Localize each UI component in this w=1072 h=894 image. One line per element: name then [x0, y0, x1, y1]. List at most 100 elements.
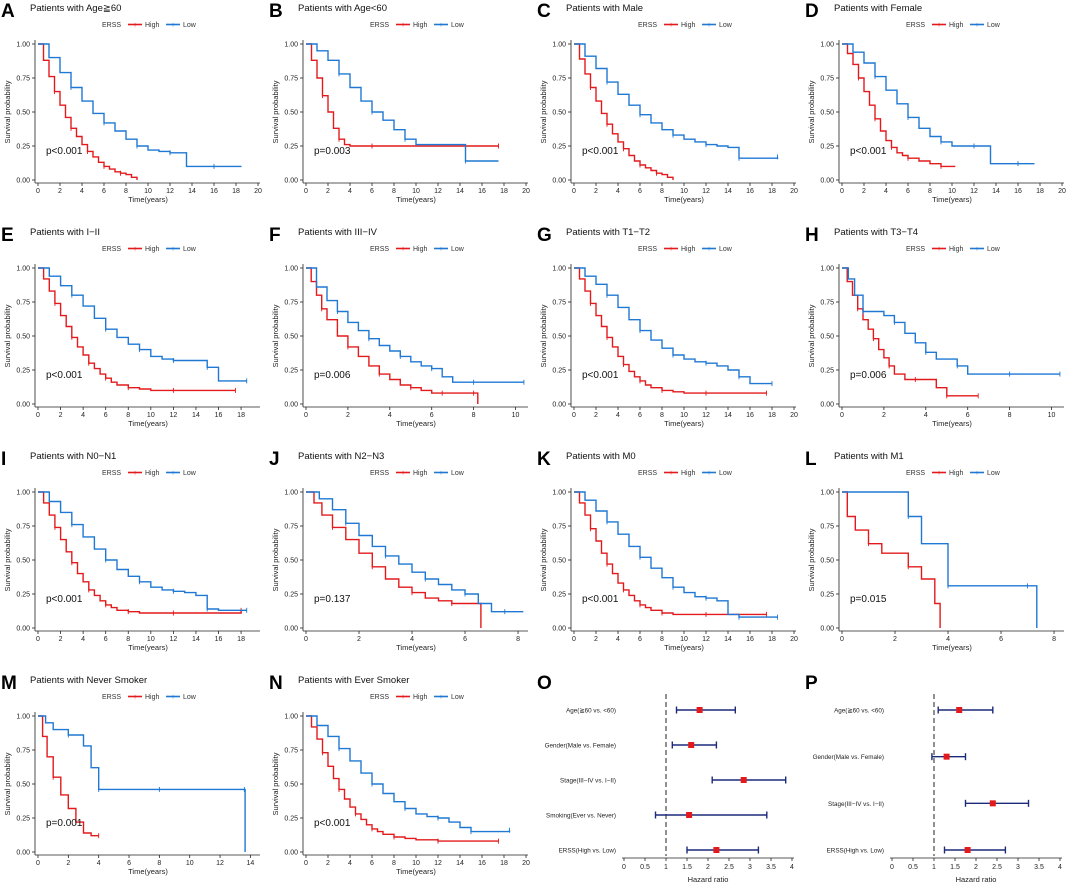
y-axis-label: Survival probability — [807, 80, 816, 143]
km-plot: ERSS + High + Low 0.00 0.25 0.50 0.75 1.00 0 2 4 6 8 10… — [3, 246, 260, 428]
x-tick-label: 8 — [660, 412, 664, 419]
y-tick-label: 0.25 — [284, 816, 298, 823]
x-tick-label: 2.5 — [724, 864, 734, 871]
x-tick-label: 0 — [36, 188, 40, 195]
x-tick-label: 6 — [999, 636, 1003, 643]
legend: ERSS + High + Low — [102, 22, 197, 29]
y-tick-label: 0.75 — [16, 748, 30, 755]
x-tick-label: 18 — [500, 860, 508, 867]
legend-label-low: Low — [987, 470, 1001, 477]
forest-plot: Age(≧60 vs. <60) Gender(Male vs. Female) S… — [545, 694, 794, 884]
x-axis-label: Time(years) — [932, 643, 972, 652]
panel-title: Patients with Male — [566, 3, 644, 14]
p-value: p=0.006 — [314, 370, 351, 381]
x-tick-label: 1 — [664, 864, 668, 871]
panel-A: A Patients with Age≧60 ERSS + High + Low 0.00 0.… — [0, 0, 264, 222]
legend-cross: + — [401, 470, 405, 477]
x-tick-label: 20 — [790, 188, 798, 195]
x-tick-label: 0.5 — [908, 864, 918, 871]
y-tick-label: 0.50 — [16, 558, 30, 565]
legend-cross: + — [669, 246, 673, 253]
x-tick-label: 8 — [660, 188, 664, 195]
x-tick-label: 16 — [746, 636, 754, 643]
km-curve-low — [574, 491, 778, 618]
legend: ERSS + High + Low — [370, 22, 465, 29]
legend-title: ERSS — [370, 22, 389, 29]
x-tick-label: 2 — [59, 412, 63, 419]
x-tick-label: 16 — [478, 860, 486, 867]
y-axis-label: Survival probability — [3, 304, 12, 367]
y-tick-label: 1.00 — [284, 714, 298, 721]
km-curve-low — [842, 491, 1038, 628]
row-label: Age(≧60 vs. <60) — [834, 708, 884, 715]
km-curve-high — [842, 43, 956, 168]
legend-cross: + — [669, 470, 673, 477]
y-tick-label: 0.25 — [284, 144, 298, 151]
legend-label-high: High — [145, 22, 160, 29]
panel-F: F Patients with III−IV ERSS + High + Low 0.00 0.… — [268, 224, 532, 446]
x-axis-label: Time(years) — [396, 867, 436, 876]
km-curve-high — [38, 43, 138, 180]
panel-letter: J — [269, 449, 280, 470]
x-tick-label: 8 — [126, 636, 130, 643]
x-tick-label: 14 — [724, 188, 732, 195]
legend: ERSS + High + Low — [370, 246, 465, 253]
p-value: p=0.137 — [314, 594, 351, 605]
panel-letter: P — [805, 673, 818, 694]
y-tick-label: 0.75 — [16, 300, 30, 307]
x-tick-label: 10 — [512, 412, 520, 419]
x-tick-label: 6 — [102, 188, 106, 195]
x-tick-label: 0 — [36, 412, 40, 419]
y-tick-label: 0.25 — [16, 592, 30, 599]
row-label: Age(≧60 vs. <60) — [566, 708, 616, 715]
y-tick-label: 0.50 — [820, 334, 834, 341]
panel-letter: G — [537, 225, 552, 246]
x-tick-label: 2 — [58, 188, 62, 195]
p-value: p<0.001 — [46, 146, 83, 157]
panel-K: K Patients with M0 ERSS + High + Low 0.00 0.25 0.… — [536, 448, 800, 670]
y-tick-label: 0.75 — [16, 524, 30, 531]
x-axis-label: Time(years) — [396, 419, 436, 428]
x-tick-label: 0 — [890, 864, 894, 871]
x-tick-label: 10 — [147, 636, 155, 643]
forest-row: Age(≧60 vs. <60) — [834, 706, 994, 715]
x-tick-label: 4 — [388, 412, 392, 419]
x-tick-label: 6 — [370, 860, 374, 867]
legend-cross: + — [975, 246, 979, 253]
km-curve-low — [38, 267, 247, 382]
x-tick-label: 16 — [746, 188, 754, 195]
legend-title: ERSS — [906, 22, 925, 29]
legend-cross: + — [937, 22, 941, 29]
y-tick-label: 0.75 — [552, 524, 566, 531]
panel-J: J Patients with N2−N3 ERSS + High + Low 0.00 0.2… — [268, 448, 532, 670]
y-tick-label: 0.00 — [820, 626, 834, 633]
x-tick-label: 0 — [572, 412, 576, 419]
legend-cross: + — [133, 694, 137, 701]
y-tick-label: 0.50 — [16, 782, 30, 789]
y-axis-label: Survival probability — [807, 304, 816, 367]
legend-cross: + — [669, 22, 673, 29]
legend-cross: + — [937, 246, 941, 253]
y-tick-label: 0.25 — [552, 368, 566, 375]
x-tick-label: 14 — [188, 188, 196, 195]
legend: ERSS + High + Low — [102, 694, 197, 701]
row-label: Gender(Male vs. Female) — [813, 754, 884, 761]
x-tick-label: 4 — [1058, 864, 1062, 871]
panel-B: B Patients with Age<60 ERSS + High + Low 0.00 0.… — [268, 0, 532, 222]
km-curve-low — [842, 267, 1060, 375]
y-tick-label: 0.75 — [16, 76, 30, 83]
km-curve-low — [38, 43, 242, 168]
panel-title: Patients with Female — [834, 3, 923, 14]
legend-label-low: Low — [719, 470, 733, 477]
y-axis-label: Survival probability — [539, 304, 548, 367]
x-axis-label: Time(years) — [932, 195, 972, 204]
y-tick-label: 0.25 — [284, 592, 298, 599]
x-tick-label: 10 — [412, 188, 420, 195]
x-tick-label: 14 — [192, 636, 200, 643]
row-label: ERSS(High vs. Low) — [827, 848, 884, 855]
panel-letter: N — [269, 673, 283, 694]
x-tick-label: 8 — [157, 860, 161, 867]
panel-title: Patients with Age≧60 — [30, 3, 122, 14]
x-tick-label: 10 — [680, 188, 688, 195]
km-plot: ERSS + High + Low 0.00 0.25 0.50 0.75 1.00 0 2 4 6 8 10… — [3, 470, 260, 652]
